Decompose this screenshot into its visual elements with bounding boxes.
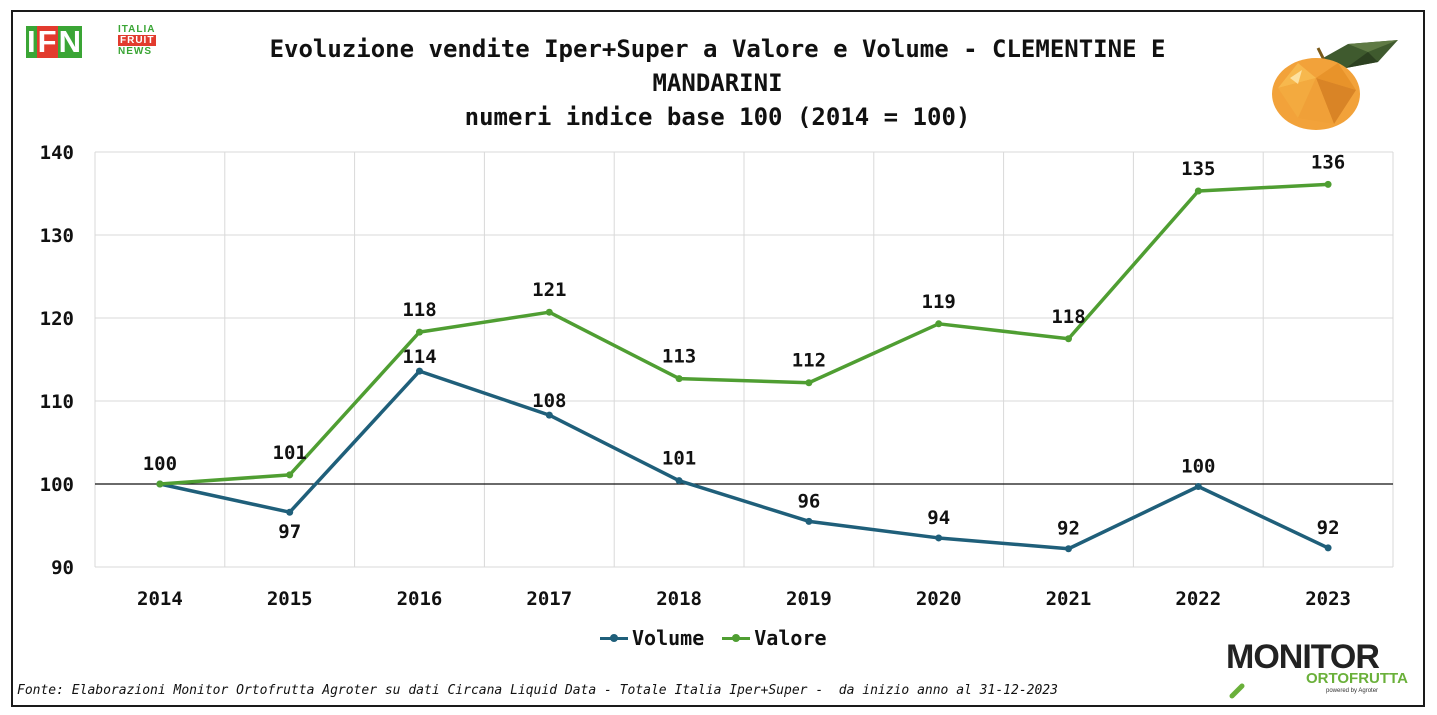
- data-point-valore: [156, 480, 164, 488]
- series-line-valore: [159, 182, 1329, 486]
- data-point-valore: [935, 320, 943, 328]
- x-tick-label: 2014: [137, 588, 183, 610]
- source-note: Fonte: Elaborazioni Monitor Ortofrutta A…: [17, 683, 1058, 698]
- data-label-volume: 101: [662, 448, 696, 470]
- legend-label-valore: Valore: [754, 626, 827, 650]
- ifn-letters: I F N: [26, 26, 82, 58]
- data-label-valore: 119: [922, 291, 956, 313]
- data-label-valore: 136: [1311, 151, 1345, 173]
- magnifier-icon: [1229, 683, 1245, 699]
- x-tick-label: 2018: [656, 588, 702, 610]
- x-tick-label: 2017: [526, 588, 572, 610]
- y-tick-label: 110: [40, 391, 74, 413]
- data-point-valore: [545, 308, 553, 316]
- data-label-volume: 114: [402, 346, 436, 368]
- x-tick-label: 2022: [1175, 588, 1221, 610]
- data-point-valore: [1324, 180, 1332, 188]
- ifn-letter-f: F: [36, 24, 58, 59]
- data-point-volume: [545, 411, 553, 419]
- x-tick-label: 2021: [1046, 588, 1092, 610]
- legend-label-volume: Volume: [632, 626, 705, 650]
- x-tick-label: 2023: [1305, 588, 1351, 610]
- data-point-valore: [1194, 187, 1202, 195]
- y-tick-label: 140: [40, 142, 74, 164]
- monitor-logo-tagline: powered by Agroter: [1326, 688, 1379, 694]
- data-point-volume: [286, 508, 294, 516]
- chart-title: Evoluzione vendite Iper+Super a Valore e…: [180, 32, 1255, 134]
- data-label-valore: 118: [1051, 306, 1085, 328]
- data-label-volume: 100: [1181, 455, 1215, 477]
- data-point-volume: [1194, 482, 1202, 490]
- monitor-ortofrutta-logo: MONITOR ORTOFRUTTA powered by Agroter: [1226, 640, 1416, 700]
- monitor-logo-sub: ORTOFRUTTA: [1306, 670, 1408, 687]
- data-point-volume: [935, 534, 943, 542]
- ifn-side-line-2: FRUIT: [118, 35, 157, 46]
- data-point-volume: [416, 367, 423, 375]
- ifn-side-text: ITALIA FRUIT NEWS: [118, 24, 157, 57]
- data-point-valore: [286, 471, 294, 479]
- mandarin-icon: [1272, 40, 1398, 130]
- data-point-volume: [675, 477, 683, 485]
- data-point-volume: [1065, 545, 1072, 553]
- data-point-valore: [416, 328, 423, 336]
- chart-frame: [11, 10, 1425, 707]
- legend-item-valore: Valore: [722, 626, 827, 650]
- data-label-valore: 118: [402, 299, 436, 321]
- data-label-valore: 135: [1181, 158, 1215, 180]
- series-line-volume: [159, 369, 1329, 551]
- data-label-volume: 94: [927, 507, 950, 529]
- data-label-valore: 121: [532, 279, 566, 301]
- ifn-side-line-1: ITALIA: [118, 24, 156, 35]
- data-label-volume: 96: [797, 490, 820, 512]
- chart-title-line-2: MANDARINI: [652, 69, 783, 97]
- x-tick-label: 2016: [397, 588, 443, 610]
- legend-swatch-valore: [722, 633, 751, 642]
- x-tick-label: 2019: [786, 588, 832, 610]
- y-tick-label: 90: [51, 557, 74, 579]
- x-tick-label: 2020: [916, 588, 962, 610]
- legend: Volume Valore: [600, 626, 827, 650]
- x-tick-label: 2015: [267, 588, 313, 610]
- data-label-volume: 108: [532, 390, 566, 412]
- ifn-letter-n: N: [57, 24, 82, 59]
- data-label-volume: 92: [1057, 518, 1080, 540]
- data-label-valore: 100: [143, 453, 177, 475]
- ifn-logo: I F N ITALIA FRUIT NEWS: [26, 24, 171, 64]
- monitor-logo-main: MONITOR: [1226, 638, 1380, 676]
- chart-title-line-1: Evoluzione vendite Iper+Super a Valore e…: [269, 35, 1166, 63]
- data-point-valore: [805, 379, 813, 387]
- ifn-letter-i: I: [26, 24, 37, 59]
- y-tick-label: 120: [40, 308, 74, 330]
- data-label-valore: 101: [273, 442, 307, 464]
- data-point-valore: [675, 375, 683, 383]
- chart-title-line-3: numeri indice base 100 (2014 = 100): [464, 103, 971, 131]
- data-label-valore: 113: [662, 346, 696, 368]
- y-tick-label: 130: [40, 225, 74, 247]
- legend-swatch-volume: [600, 633, 628, 642]
- legend-item-volume: Volume: [600, 626, 704, 650]
- data-point-valore: [1065, 335, 1072, 343]
- data-point-volume: [805, 517, 813, 525]
- data-point-volume: [1324, 544, 1332, 552]
- ifn-side-line-3: NEWS: [118, 46, 152, 57]
- y-tick-label: 100: [40, 474, 74, 496]
- data-label-valore: 112: [792, 350, 826, 372]
- data-label-volume: 92: [1317, 517, 1340, 539]
- data-label-volume: 97: [278, 521, 301, 543]
